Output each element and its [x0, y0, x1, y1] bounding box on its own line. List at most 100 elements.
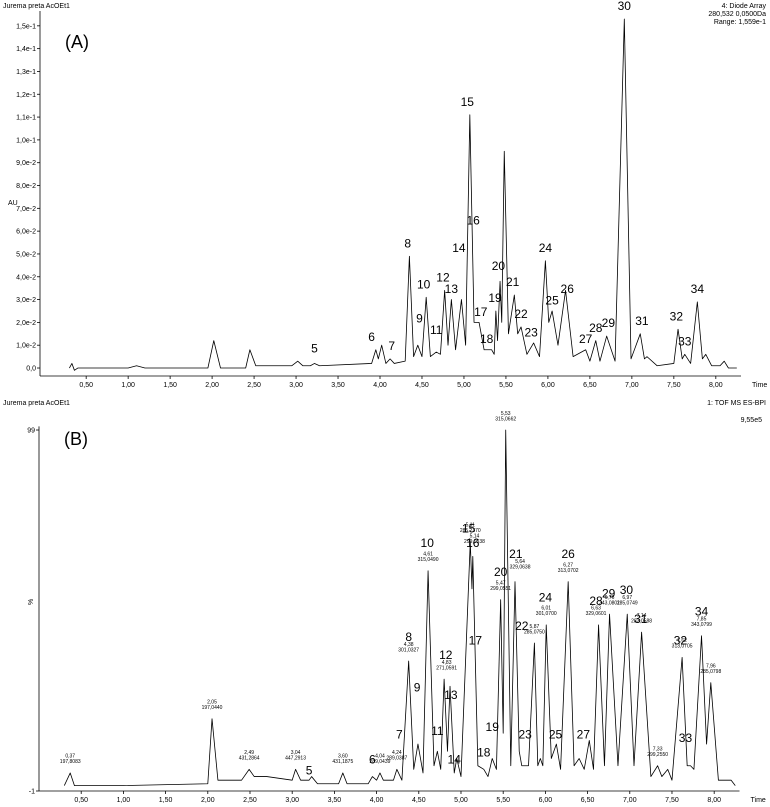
detector-info: 4: Diode Array [722, 3, 767, 10]
rt-mass-line: 285,0749 [617, 600, 638, 606]
rt-mass-line: 5,64 [515, 559, 525, 565]
rt-mass-label: 4,04 289,0439 [370, 754, 391, 766]
peak-label: 16 [466, 536, 480, 550]
sample-name: Jurema preta AcOEt1 [3, 3, 70, 10]
x-axis-label: Time [751, 797, 766, 804]
peak-label: 19 [488, 291, 502, 305]
x-tick-label: 0,50 [79, 382, 93, 389]
y-axis-label: % [28, 599, 35, 605]
x-tick-label: 7,00 [623, 797, 637, 804]
x-tick-label: 3,00 [289, 382, 303, 389]
trace [69, 18, 737, 371]
x-tick-label: 4,50 [412, 797, 426, 804]
rt-mass-line: 329,0601 [586, 611, 607, 617]
peak-label: 17 [469, 634, 483, 648]
x-tick-label: 8,00 [709, 382, 723, 389]
rt-mass-line: 7,96 [706, 663, 716, 669]
rt-mass-line: 315,0662 [495, 416, 516, 422]
x-tick-label: 7,50 [667, 382, 681, 389]
y-tick-label: 4,0e-2 [16, 274, 36, 281]
rt-mass-line: 2,05 [207, 700, 217, 706]
rt-mass-line: 197,8083 [60, 759, 81, 765]
x-tick-label: 5,50 [496, 797, 510, 804]
y-tick-label: 9,0e-2 [16, 160, 36, 167]
sample-name: Jurema preta AcOEt1 [3, 400, 70, 407]
rt-mass-label: 2,05 197,0440 [202, 700, 223, 712]
peak-label: 10 [421, 536, 435, 550]
peak-label: 32 [674, 634, 688, 648]
detector-info: 280,532 0,0500Da [708, 11, 766, 18]
y-tick-label: 1,0e-1 [16, 137, 36, 144]
rt-mass-line: 7,85 [697, 617, 707, 623]
x-tick-label: 2,50 [243, 797, 257, 804]
peak-label: 29 [602, 316, 616, 330]
detector-info: Range: 1,559e-1 [714, 19, 766, 26]
peak-label: 7 [388, 339, 395, 353]
x-tick-label: 1,50 [159, 797, 173, 804]
peak-label: 34 [695, 605, 709, 619]
rt-mass-line: 299,0538 [464, 539, 485, 545]
rt-mass-line: 299,2550 [647, 752, 668, 758]
peak-label: 28 [589, 594, 603, 608]
peak-label: 22 [515, 619, 529, 633]
rt-mass-line: 447,2913 [285, 756, 306, 762]
peak-label: 27 [577, 727, 591, 741]
x-tick-label: 6,50 [583, 382, 597, 389]
peak-label: 13 [445, 282, 459, 296]
peak-label: 8 [404, 236, 411, 250]
rt-mass-label: 5,53 315,0662 [495, 411, 516, 423]
y-tick-label: 1,0e-2 [16, 343, 36, 350]
rt-mass-label: 4,38 301,0327 [398, 642, 419, 654]
y-tick-label: 1,5e-1 [16, 23, 36, 30]
peak-label: 23 [524, 325, 538, 339]
rt-mass-line: 343,0801 [599, 600, 620, 606]
rt-mass-line: 301,0700 [536, 611, 557, 617]
rt-mass-label: 3,04 447,2913 [285, 750, 306, 762]
rt-mass-label: 7,62 313,0705 [672, 638, 693, 650]
y-tick-label: 99 [27, 428, 35, 435]
rt-mass-line: 4,24 [392, 750, 402, 756]
peak-label: 33 [679, 731, 693, 745]
peak-label: 30 [618, 0, 632, 13]
peak-label: 31 [635, 314, 649, 328]
rt-mass-line: 289,0439 [370, 759, 391, 765]
y-tick-label: 1,2e-1 [16, 92, 36, 99]
y-tick-label: 5,0e-2 [16, 251, 36, 258]
peak-label: 11 [431, 724, 444, 738]
x-tick-label: 5,50 [499, 382, 513, 389]
peak-label: 8 [405, 630, 412, 644]
rt-mass-label: 7,33 299,2550 [647, 747, 668, 759]
rt-mass-label: 3,60 431,1875 [332, 754, 353, 766]
panel: Jurema preta AcOEt1 1: TOF MS ES-BPI 9,55e… [3, 400, 766, 804]
peak-label: 9 [416, 312, 423, 326]
y-tick-label: 0,0 [26, 366, 36, 373]
peak-label: 33 [678, 334, 692, 348]
rt-mass-line: 313,0702 [558, 568, 579, 574]
x-tick-label: 2,00 [205, 382, 219, 389]
rt-mass-line: 6,27 [563, 562, 573, 568]
rt-mass-label: 5,47 299,0551 [490, 580, 511, 592]
peak-label: 7 [396, 727, 403, 741]
peak-label: 32 [670, 309, 684, 323]
panel: Jurema preta AcOEt1 4: Diode Array280,532… [3, 0, 767, 389]
rt-mass-line: 6,01 [541, 606, 551, 612]
x-tick-label: 8,00 [707, 797, 721, 804]
x-tick-label: 1,50 [163, 382, 177, 389]
peak-label: 16 [467, 214, 481, 228]
y-tick-label: 1,1e-1 [16, 115, 36, 122]
x-tick-label: 7,50 [665, 797, 679, 804]
detector-info: 1: TOF MS ES-BPI [707, 400, 766, 407]
intensity: 9,55e5 [741, 417, 763, 424]
x-axis-label: Time [752, 382, 767, 389]
rt-mass-line: 6,63 [591, 606, 601, 612]
peak-label: 26 [561, 547, 575, 561]
peak-label: 5 [311, 341, 318, 355]
rt-mass-label: 5,87 285,0750 [524, 624, 545, 636]
x-tick-label: 4,00 [370, 797, 384, 804]
rt-mass-label: 5,11 285,2370 [460, 523, 481, 535]
peak-label: 12 [436, 271, 450, 285]
rt-mass-line: 271,0591 [436, 665, 457, 671]
peak-label: 5 [306, 764, 313, 778]
rt-mass-line: 0,37 [65, 754, 75, 760]
